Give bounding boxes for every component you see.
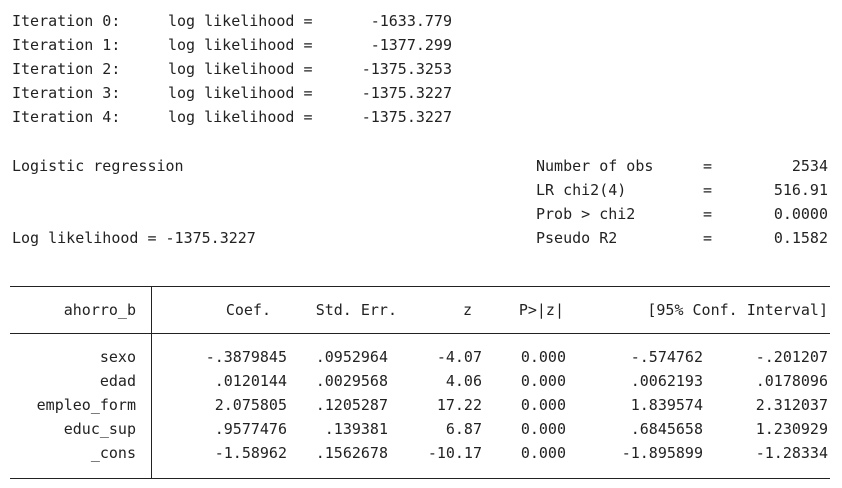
iteration-ll-label: log likelihood = [168,36,313,54]
row-ci-low: -.574762 [630,348,703,366]
iteration-ll-label: log likelihood = [168,84,313,102]
model-log-likelihood: Log likelihood = -1375.3227 [12,229,256,247]
iteration-label: Iteration 4: [12,108,121,126]
table-bottom-rule [10,478,830,479]
row-p: 0.000 [520,348,566,366]
row-coef: .9577476 [214,420,287,438]
iteration-label: Iteration 3: [12,84,121,102]
row-coef: .0120144 [214,372,287,390]
header-z: z [462,301,472,319]
iteration-label: Iteration 0: [12,12,121,30]
row-coef: -1.58962 [214,444,287,462]
row-variable: edad [99,372,136,390]
stat-equals: = [703,157,713,175]
row-ci-high: .0178096 [755,372,828,390]
iteration-ll-label: log likelihood = [168,60,313,78]
row-std-err: .1562678 [315,444,388,462]
row-z: -4.07 [436,348,482,366]
stat-value: 0.1582 [773,229,828,247]
row-p: 0.000 [520,444,566,462]
stat-equals: = [703,229,713,247]
row-std-err: .0952964 [315,348,388,366]
row-coef: -.3879845 [205,348,287,366]
row-ci-low: .6845658 [630,420,703,438]
row-p: 0.000 [520,372,566,390]
row-std-err: .0029568 [315,372,388,390]
stat-label: LR chi2(4) [536,181,627,199]
iteration-label: Iteration 2: [12,60,121,78]
row-ci-high: -.201207 [755,348,828,366]
table-vertical-rule [151,286,152,479]
header-conf-interval: [95% Conf. Interval] [647,301,828,319]
iteration-ll-value: -1375.3253 [361,60,452,78]
row-ci-high: 1.230929 [755,420,828,438]
row-z: 6.87 [445,420,482,438]
stat-label: Pseudo R2 [536,229,618,247]
stat-equals: = [703,205,713,223]
header-coef: Coef. [225,301,271,319]
stat-label: Prob > chi2 [536,205,636,223]
iteration-ll-label: log likelihood = [168,108,313,126]
stat-value: 0.0000 [773,205,828,223]
iteration-ll-value: -1375.3227 [361,108,452,126]
row-variable: educ_sup [63,420,136,438]
row-std-err: .139381 [324,420,388,438]
row-z: 4.06 [445,372,482,390]
row-variable: _cons [90,444,136,462]
stat-value: 516.91 [773,181,828,199]
row-std-err: .1205287 [315,396,388,414]
row-z: -10.17 [427,444,482,462]
table-header-rule [10,333,830,334]
row-ci-low: -1.895899 [621,444,703,462]
row-p: 0.000 [520,396,566,414]
row-variable: sexo [99,348,136,366]
iteration-ll-value: -1375.3227 [361,84,452,102]
row-coef: 2.075805 [214,396,287,414]
row-ci-low: 1.839574 [630,396,703,414]
row-ci-high: 2.312037 [755,396,828,414]
row-variable: empleo_form [36,396,136,414]
stat-value: 2534 [791,157,828,175]
iteration-ll-label: log likelihood = [168,12,313,30]
stat-equals: = [703,181,713,199]
stat-label: Number of obs [536,157,654,175]
row-p: 0.000 [520,420,566,438]
header-p: P>|z| [518,301,564,319]
iteration-ll-value: -1633.779 [370,12,452,30]
model-title: Logistic regression [12,157,184,175]
header-std-err: Std. Err. [315,301,397,319]
header-depvar: ahorro_b [63,301,136,319]
row-z: 17.22 [436,396,482,414]
row-ci-high: -1.28334 [755,444,828,462]
table-top-rule [10,286,830,287]
row-ci-low: .0062193 [630,372,703,390]
iteration-ll-value: -1377.299 [370,36,452,54]
iteration-label: Iteration 1: [12,36,121,54]
